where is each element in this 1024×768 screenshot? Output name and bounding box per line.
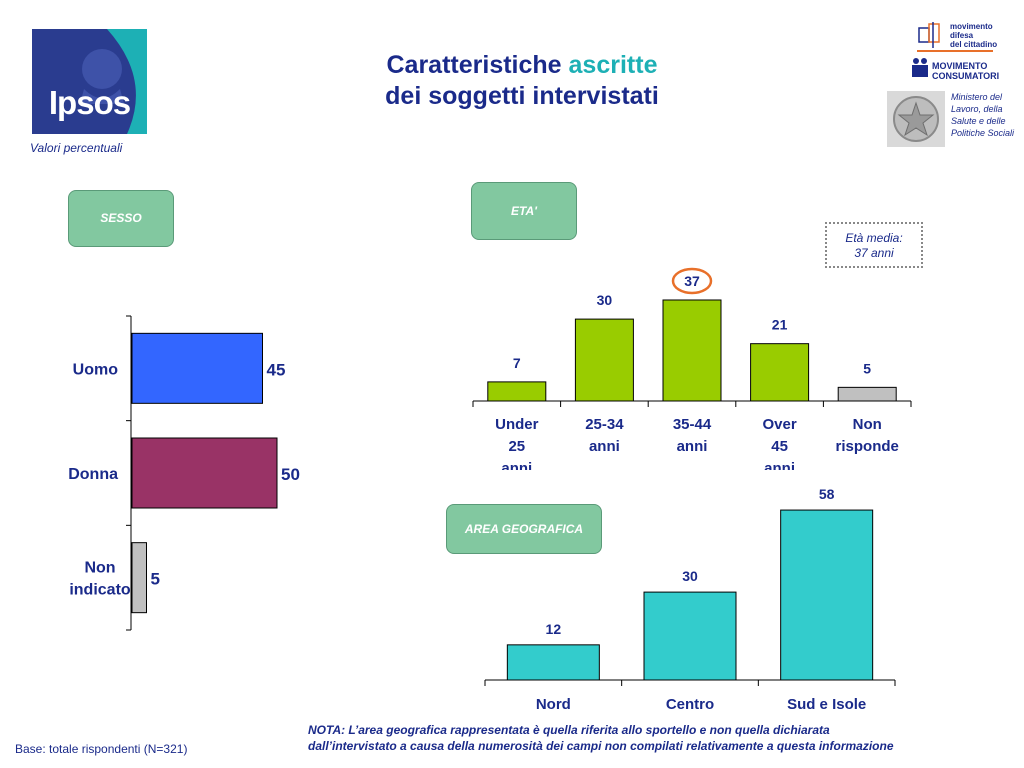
nota-line2: dall’intervistato a causa della numerosi… (308, 739, 894, 753)
eta-category-label: anni (764, 460, 795, 470)
eta-category-label: anni (589, 438, 620, 455)
eta-category-label: Over (762, 416, 796, 433)
eta-highlight-ring (671, 267, 713, 295)
eta-category-label: risponde (836, 438, 899, 455)
eta-badge: ETA' (471, 182, 577, 240)
sesso-category-label: Non (84, 560, 115, 577)
mc-line1: MOVIMENTO (932, 61, 988, 71)
sesso-bar (131, 542, 147, 614)
nota-text: NOTA: L’area geografica rappresentata è … (308, 722, 1018, 754)
sesso-value-label: 45 (267, 360, 286, 379)
eta-category-label: 45 (771, 438, 788, 455)
sesso-value-label: 50 (281, 465, 300, 484)
area-value-label: 30 (682, 568, 698, 584)
eta-bar (574, 318, 634, 402)
sesso-category-label: Donna (68, 466, 118, 483)
area-value-label: 12 (546, 621, 562, 637)
mdc-line2: difesa (950, 31, 974, 40)
eta-category-label: 35-44 (673, 416, 712, 433)
eta-category-label: 25 (508, 438, 525, 455)
ministry-star-icon (893, 96, 939, 142)
eta-bar (487, 381, 547, 402)
eta-chart: 7 Under 25 anni 30 25-34 anni 37 35-44 anni 21 Over… (472, 267, 912, 470)
average-age-line2: 37 anni (854, 246, 894, 260)
mc-line2: CONSUMATORI (932, 71, 1000, 81)
sesso-chart: 45 Uomo 50 Donna 5 Non indicato (68, 315, 300, 631)
sesso-value-label: 5 (151, 570, 160, 589)
mdc-underline (917, 50, 993, 52)
eta-category-label: Under (495, 416, 539, 433)
title-part1: Caratteristiche (386, 51, 569, 79)
area-bar (506, 644, 600, 681)
area-badge: AREA GEOGRAFICA (446, 504, 602, 554)
area-category-label: Nord (536, 696, 571, 713)
area-chart: 12 Nord 30 Centro 58 Sud e Isole (484, 486, 896, 713)
sesso-category-label: indicato (69, 582, 131, 599)
eta-bar (750, 343, 810, 402)
eta-category-label: anni (677, 438, 708, 455)
eta-value-label: 21 (772, 317, 788, 333)
base-note: Base: totale rispondenti (N=321) (15, 742, 188, 756)
area-value-label: 58 (819, 486, 835, 502)
ministry-emblem (887, 91, 945, 147)
logo-swoosh-icon (80, 29, 147, 134)
eta-bar (662, 299, 722, 402)
average-age-line1: Età media: (845, 231, 903, 245)
eta-value-label: 5 (863, 360, 871, 376)
mc-people-icon (912, 58, 928, 77)
title-accent: ascritte (568, 51, 658, 79)
area-category-label: Centro (666, 696, 714, 713)
area-bar (643, 591, 737, 681)
nota-line1: NOTA: L’area geografica rappresentata è … (308, 723, 830, 737)
sesso-badge: SESSO (68, 190, 174, 247)
sesso-category-label: Uomo (73, 361, 119, 378)
ipsos-logo: Ipsos (32, 29, 147, 134)
eta-value-label: 30 (597, 292, 613, 308)
logo-text: Ipsos (48, 84, 131, 121)
area-bar (780, 509, 874, 681)
eta-value-label: 7 (513, 355, 521, 371)
title-line2: dei soggetti intervistati (385, 82, 659, 110)
page-title: Caratteristiche ascritte dei soggetti in… (300, 50, 744, 112)
eta-value-label: 37 (684, 273, 700, 289)
mdc-emblem-icon (918, 22, 940, 48)
area-category-label: Sud e Isole (787, 696, 866, 713)
ministry-text: Ministero del Lavoro, della Salute e del… (951, 92, 1015, 138)
sesso-bar (131, 332, 263, 404)
sesso-bar (131, 437, 278, 509)
eta-category-label: anni (501, 460, 532, 470)
mdc-line3: del cittadino (950, 40, 998, 49)
average-age-box: Età media: 37 anni (825, 222, 923, 268)
eta-bar (837, 386, 897, 402)
subtitle: Valori percentuali (30, 141, 123, 155)
eta-category-label: 25-34 (585, 416, 624, 433)
eta-category-label: Non (853, 416, 882, 433)
mdc-line1: movimento (950, 22, 993, 31)
